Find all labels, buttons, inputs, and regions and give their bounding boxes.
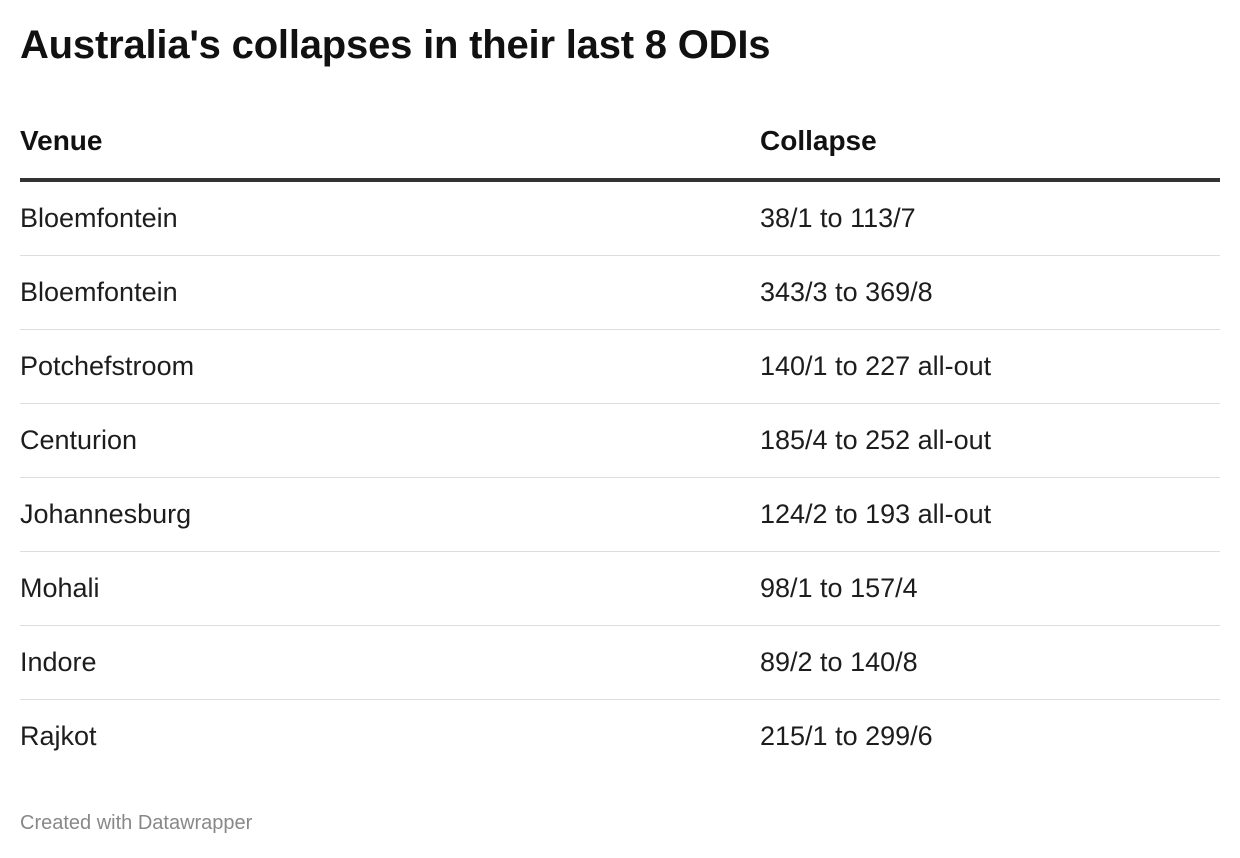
venue-cell: Mohali [20, 551, 760, 626]
venue-cell: Indore [20, 625, 760, 700]
venue-cell: Bloemfontein [20, 180, 760, 256]
table-row: Indore 89/2 to 140/8 [20, 625, 1220, 700]
chart-title: Australia's collapses in their last 8 OD… [20, 23, 771, 67]
venue-cell: Bloemfontein [20, 255, 760, 330]
chart-container: Australia's collapses in their last 8 OD… [20, 0, 1220, 751]
collapse-cell: 215/1 to 299/6 [760, 721, 933, 751]
collapse-cell: 98/1 to 157/4 [760, 551, 1220, 626]
table-row: Potchefstroom 140/1 to 227 all-out [20, 329, 1220, 404]
column-header-collapse: Collapse [760, 104, 1220, 182]
footer-credit: Created with Datawrapper [20, 812, 253, 834]
venue-cell: Potchefstroom [20, 329, 760, 404]
collapse-cell: 89/2 to 140/8 [760, 625, 1220, 700]
table-row: Rajkot 215/1 to 299/6 [20, 700, 1220, 774]
collapse-cell: 38/1 to 113/7 [760, 180, 1220, 256]
venue-cell: Centurion [20, 403, 760, 478]
collapse-cell: 124/2 to 193 all-out [760, 477, 1220, 552]
table-row: Johannesburg 124/2 to 193 all-out [20, 477, 1220, 552]
table-row: Centurion 185/4 to 252 all-out [20, 403, 1220, 478]
column-header-venue: Venue [20, 104, 760, 182]
collapse-cell: 185/4 to 252 all-out [760, 403, 1220, 478]
venue-cell: Rajkot [20, 721, 97, 751]
table-row: Bloemfontein 343/3 to 369/8 [20, 255, 1220, 330]
table-row: Bloemfontein 38/1 to 113/7 [20, 180, 1220, 256]
collapse-cell: 343/3 to 369/8 [760, 255, 1220, 330]
venue-cell: Johannesburg [20, 477, 760, 552]
table-row: Mohali 98/1 to 157/4 [20, 551, 1220, 626]
table-header-row: Venue Collapse [20, 104, 1220, 182]
collapse-table: Venue Collapse Bloemfontein 38/1 to 113/… [20, 104, 1220, 773]
collapse-cell: 140/1 to 227 all-out [760, 329, 1220, 404]
